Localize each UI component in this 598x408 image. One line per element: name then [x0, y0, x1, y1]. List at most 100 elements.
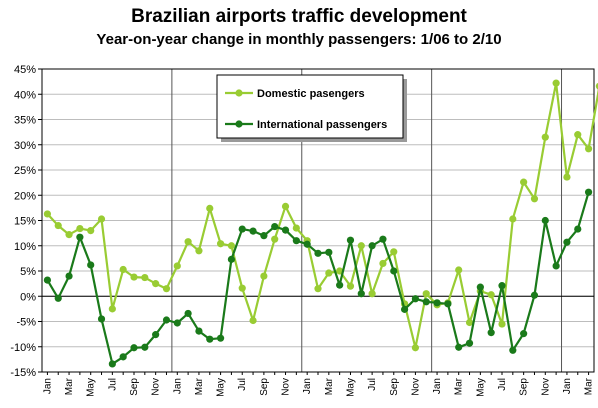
y-tick-label: 10%	[14, 241, 36, 253]
x-tick-label: Jul	[367, 378, 378, 391]
data-point	[433, 299, 441, 307]
data-point	[184, 309, 192, 318]
y-tick-label: 5%	[20, 266, 36, 278]
data-point	[595, 82, 598, 90]
data-point	[520, 330, 528, 338]
data-point	[465, 318, 474, 327]
data-point	[238, 284, 246, 292]
x-tick-label: Sep	[259, 378, 270, 396]
data-point	[249, 227, 257, 235]
data-point	[422, 298, 430, 306]
data-point	[411, 295, 420, 303]
data-point	[43, 210, 52, 218]
y-tick-label: 25%	[14, 165, 36, 177]
data-point	[119, 265, 127, 274]
data-point	[76, 224, 84, 233]
data-point	[325, 248, 333, 256]
data-point	[184, 238, 192, 246]
x-tick-label: Mar	[454, 377, 465, 395]
data-point	[336, 267, 344, 275]
legend-swatch-marker	[235, 89, 243, 97]
x-axis-ticks: Jan Mar May Jul Sep Nov Jan Mar May Jul Sep Nov Jan M…	[42, 372, 595, 397]
data-point	[162, 316, 171, 324]
data-point	[141, 273, 149, 282]
data-point	[65, 272, 73, 280]
data-point	[563, 173, 571, 181]
data-point	[390, 248, 398, 256]
data-point	[281, 202, 290, 210]
data-point	[530, 291, 539, 299]
x-tick-label: Jan	[432, 378, 443, 394]
data-point	[584, 188, 593, 196]
data-point	[476, 283, 484, 291]
data-point	[346, 236, 355, 244]
data-point	[152, 331, 160, 339]
x-tick-label: Mar	[324, 377, 335, 395]
data-point	[574, 225, 582, 233]
data-point	[487, 329, 495, 337]
x-tick-label: Nov	[410, 378, 421, 396]
y-tick-label: -15%	[10, 367, 36, 379]
data-point	[411, 344, 420, 352]
x-tick-label: Mar	[584, 377, 595, 395]
data-point	[498, 320, 506, 328]
chart-title: Brazilian airports traffic development	[131, 6, 467, 27]
data-point	[97, 315, 106, 323]
data-point	[152, 280, 160, 288]
y-axis-ticks: -15% -10% -5% 0% 5% 10% 15% 20% 25% 30% 35% 40% 45%	[10, 64, 42, 379]
x-tick-label: May	[475, 378, 486, 397]
y-tick-label: -5%	[16, 317, 36, 329]
x-tick-label: Sep	[519, 378, 530, 396]
data-point	[509, 346, 517, 354]
x-tick-label: Jan	[42, 378, 53, 394]
y-tick-label: 40%	[14, 89, 36, 101]
data-point	[227, 255, 236, 263]
y-tick-label: 15%	[14, 216, 36, 228]
legend-box	[216, 74, 404, 139]
data-point	[195, 247, 203, 255]
data-point	[346, 282, 355, 290]
data-point	[465, 339, 474, 347]
data-point	[574, 131, 582, 139]
y-tick-label: 45%	[14, 64, 36, 76]
data-point	[97, 215, 106, 223]
data-point	[108, 360, 116, 368]
data-point	[336, 281, 344, 289]
data-point	[314, 249, 322, 257]
data-point	[54, 221, 62, 230]
x-tick-label: Nov	[281, 378, 292, 396]
data-point	[271, 235, 279, 243]
x-tick-label: Jan	[562, 378, 573, 394]
data-point	[87, 261, 95, 269]
data-point	[530, 195, 539, 203]
data-point	[206, 335, 214, 343]
series-1	[43, 188, 593, 368]
data-point	[390, 267, 398, 275]
data-point	[552, 262, 560, 270]
data-point	[130, 273, 138, 281]
x-tick-label: Nov	[151, 378, 162, 396]
data-point	[541, 133, 549, 141]
data-point	[173, 319, 181, 327]
data-point	[206, 204, 214, 212]
data-point	[292, 224, 300, 232]
data-point	[379, 235, 387, 243]
data-point	[162, 285, 171, 293]
data-point	[65, 231, 73, 239]
data-point	[584, 145, 593, 153]
data-point	[357, 242, 365, 250]
x-tick-label: May	[86, 378, 97, 397]
data-point	[238, 225, 246, 233]
x-tick-label: Jan	[172, 378, 183, 394]
series-line	[46, 81, 598, 349]
data-point	[87, 227, 95, 235]
x-tick-label: Mar	[194, 377, 205, 395]
x-tick-label: May	[345, 378, 356, 397]
x-tick-label: Jul	[497, 378, 508, 391]
data-point	[325, 269, 333, 277]
y-tick-label: -10%	[10, 342, 36, 354]
y-tick-label: 35%	[14, 115, 36, 127]
data-point	[520, 178, 528, 186]
data-point	[249, 316, 257, 325]
legend: Domestic pasengers International passenge…	[216, 74, 407, 142]
